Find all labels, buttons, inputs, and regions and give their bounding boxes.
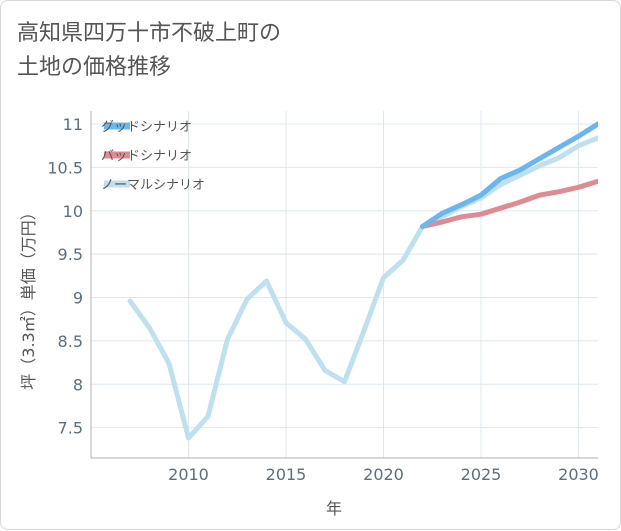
x-tick-label: 2030 — [558, 465, 599, 484]
legend-label: グッドシナリオ — [101, 120, 192, 135]
y-tick-label: 11 — [63, 115, 83, 134]
legend-label: バッドシナリオ — [101, 149, 192, 164]
x-axis-title: 年 — [326, 499, 342, 518]
y-tick-label: 9.5 — [58, 245, 83, 264]
x-tick-label: 2025 — [461, 465, 502, 484]
x-tick-label: 2020 — [363, 465, 404, 484]
axes: 7.5 8 8.5 9 9.5 10 10.5 11 2010 2015 2020 2025 2030 — [47, 111, 599, 484]
series-lines — [127, 121, 598, 441]
y-tick-label: 10.5 — [47, 158, 83, 177]
series-line-2 — [127, 135, 598, 441]
legend-label: ノーマルシナリオ — [101, 178, 205, 193]
x-tick-label: 2010 — [168, 465, 209, 484]
y-tick-label: 9 — [73, 289, 83, 308]
y-tick-label: 7.5 — [58, 419, 83, 438]
x-tick-label: 2015 — [266, 465, 307, 484]
series-line-1 — [420, 178, 598, 229]
y-axis-title: 坪（3.3㎡）単価（万円） — [19, 204, 38, 389]
y-tick-label: 10 — [63, 202, 83, 221]
y-tick-label: 8 — [73, 375, 83, 394]
chart-title: 高知県四万十市不破上町の 土地の価格推移 — [17, 21, 282, 80]
y-tick-label: 8.5 — [58, 332, 83, 351]
series-line-0 — [420, 121, 598, 229]
